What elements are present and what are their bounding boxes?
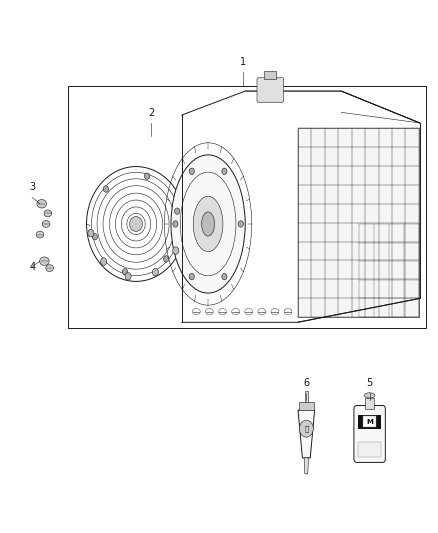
Ellipse shape <box>238 221 244 227</box>
Text: 1: 1 <box>240 57 246 67</box>
Ellipse shape <box>222 273 227 280</box>
Text: Ⓜ: Ⓜ <box>304 425 308 432</box>
Circle shape <box>125 272 131 280</box>
Ellipse shape <box>222 168 227 174</box>
Text: 6: 6 <box>303 378 309 387</box>
Polygon shape <box>304 458 308 474</box>
Circle shape <box>122 269 127 275</box>
Ellipse shape <box>36 231 44 238</box>
Circle shape <box>88 230 94 237</box>
Ellipse shape <box>37 199 46 208</box>
Bar <box>299 402 314 410</box>
Bar <box>264 71 276 79</box>
Bar <box>297 128 419 317</box>
Bar <box>358 415 381 429</box>
Polygon shape <box>298 410 314 458</box>
Circle shape <box>175 208 180 214</box>
Circle shape <box>152 269 159 276</box>
Ellipse shape <box>42 221 50 228</box>
Bar <box>68 86 426 328</box>
Bar <box>304 391 308 402</box>
Circle shape <box>173 247 179 254</box>
Text: 4: 4 <box>29 262 35 272</box>
Circle shape <box>101 258 107 265</box>
Ellipse shape <box>193 196 223 252</box>
Bar <box>363 416 376 427</box>
Bar <box>358 442 381 457</box>
Ellipse shape <box>44 210 52 217</box>
Circle shape <box>103 186 109 192</box>
Ellipse shape <box>171 155 245 293</box>
FancyBboxPatch shape <box>257 78 284 102</box>
Ellipse shape <box>173 221 178 227</box>
Text: 5: 5 <box>367 378 373 387</box>
Text: 2: 2 <box>148 108 155 118</box>
Ellipse shape <box>46 265 53 271</box>
Ellipse shape <box>189 168 194 174</box>
Circle shape <box>299 420 313 437</box>
Text: 3: 3 <box>29 182 35 192</box>
Ellipse shape <box>39 257 49 265</box>
Circle shape <box>92 233 98 240</box>
Bar <box>365 398 374 409</box>
Circle shape <box>163 256 169 262</box>
FancyBboxPatch shape <box>354 406 385 463</box>
Ellipse shape <box>201 212 215 236</box>
Text: M: M <box>366 419 373 425</box>
Ellipse shape <box>130 216 142 231</box>
Ellipse shape <box>189 273 194 280</box>
Circle shape <box>145 173 150 180</box>
Ellipse shape <box>364 393 375 398</box>
